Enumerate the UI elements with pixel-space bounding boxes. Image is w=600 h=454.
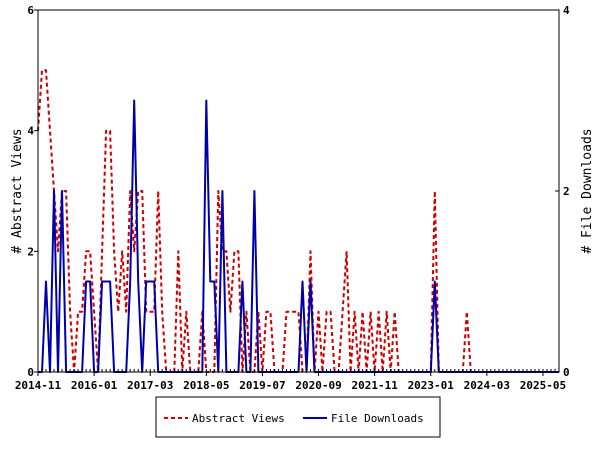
legend: Abstract Views File Downloads [155, 396, 441, 438]
x-tick-label: 2017-03 [127, 379, 173, 392]
y-right-tick-label: 2 [563, 185, 570, 198]
axis-ticks: 2014-11 2016-01 2017-03 2018-05 2019-07 2020-… [15, 4, 570, 392]
y-right-tick-label: 4 [563, 4, 570, 17]
series-line-file-downloads [38, 99, 559, 373]
legend-box [155, 396, 441, 438]
legend-label-file-downloads: File Downloads [331, 412, 424, 425]
series-line-abstract-views [37, 69, 559, 373]
x-tick-label: 2024-03 [464, 379, 510, 392]
plot-frame [37, 9, 560, 373]
x-tick-label: 2021-11 [351, 379, 398, 392]
y-left-tick-label: 0 [27, 366, 34, 379]
y-left-tick-label: 2 [27, 245, 34, 258]
x-tick-label: 2019-07 [239, 379, 285, 392]
y-left-tick-label: 6 [27, 4, 34, 17]
series-lines [37, 69, 559, 373]
x-tick-label: 2025-05 [520, 379, 566, 392]
y-left-tick-label: 4 [27, 125, 34, 138]
x-tick-label: 2016-01 [71, 379, 118, 392]
x-tick-label: 2023-01 [408, 379, 455, 392]
y-axis-left-title: # Abstract Views [10, 128, 25, 253]
x-tick-label: 2018-05 [183, 379, 229, 392]
legend-label-abstract-views: Abstract Views [192, 412, 285, 425]
x-tick-label: 2020-09 [295, 379, 341, 392]
y-right-tick-label: 0 [563, 366, 570, 379]
x-tick-label: 2014-11 [15, 379, 62, 392]
y-axis-right-title: # File Downloads [580, 128, 595, 253]
